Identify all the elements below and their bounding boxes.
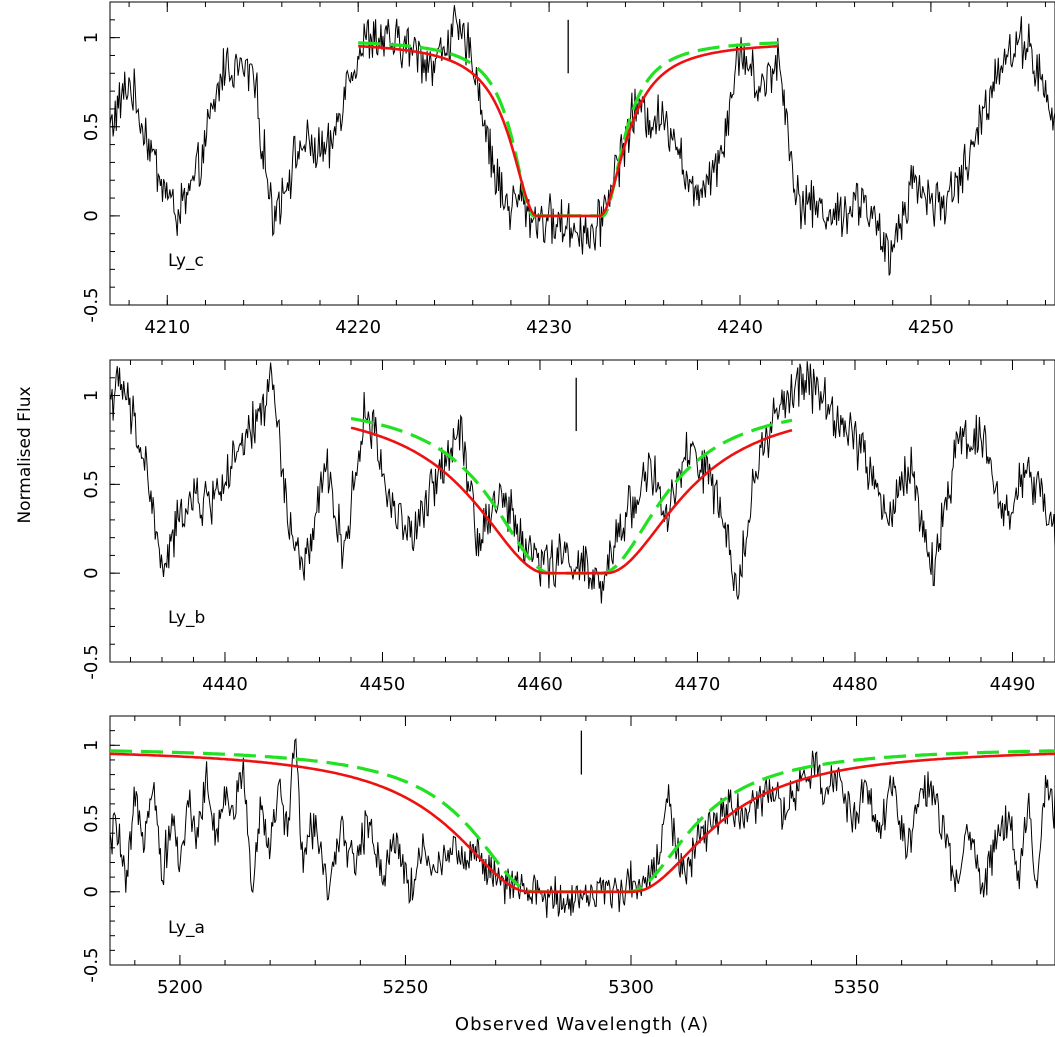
- x-tick-label: 4240: [717, 317, 763, 338]
- x-tick-label: 4470: [675, 674, 721, 695]
- spectrum-line: [110, 361, 1055, 604]
- x-tick-label: 4220: [335, 317, 381, 338]
- panel-label: Ly_b: [168, 608, 205, 628]
- x-tick-label: 4250: [908, 317, 954, 338]
- y-tick-label: -0.5: [81, 287, 102, 322]
- fit-solid-red: [350, 426, 793, 575]
- y-tick-label: 1: [81, 32, 102, 43]
- y-tick-label: 0.5: [81, 804, 102, 833]
- y-tick-label: 1: [81, 390, 102, 401]
- x-tick-label: 4480: [832, 674, 878, 695]
- fit-dashed-green: [350, 416, 793, 575]
- fit-dashed-green: [110, 749, 1055, 894]
- x-tick-label: 5300: [608, 977, 654, 998]
- y-tick-label: -0.5: [81, 644, 102, 679]
- panel-frame: [109, 359, 1055, 663]
- fit-solid-red: [110, 752, 1055, 894]
- panel-frame: [109, 1, 1055, 306]
- x-tick-label: 4440: [202, 674, 248, 695]
- x-tick-label: 4460: [517, 674, 563, 695]
- x-axis-label: Observed Wavelength (A): [455, 1014, 709, 1035]
- x-tick-label: 5200: [157, 977, 203, 998]
- x-tick-label: 4230: [526, 317, 572, 338]
- x-tick-label: 5250: [383, 977, 429, 998]
- y-tick-label: 0.5: [81, 470, 102, 499]
- y-tick-label: 0: [81, 886, 102, 897]
- x-tick-label: 4210: [144, 317, 190, 338]
- y-tick-label: 0: [81, 567, 102, 578]
- panel-label: Ly_c: [168, 251, 204, 271]
- panel-ly-c: 4210 4220 4230 4240 4250 -0.5 0 0.5 1 Ly_c: [81, 1, 1055, 338]
- panel-frame: [109, 715, 1055, 966]
- y-tick-label: 0.5: [81, 112, 102, 141]
- spectrum-line: [110, 737, 1055, 918]
- y-tick-label: 0: [81, 210, 102, 221]
- x-tick-label: 4490: [990, 674, 1036, 695]
- x-tick-label: 4450: [360, 674, 406, 695]
- fit-solid-red: [358, 44, 779, 218]
- y-tick-label: 1: [81, 740, 102, 751]
- x-tick-label: 5350: [834, 977, 880, 998]
- y-axis-label: Normalised Flux: [15, 386, 35, 523]
- panel-ly-b: 4440 4450 4460 4470 4480 4490 -0.5 0 0.5 1 Ly_b: [81, 359, 1055, 695]
- panel-ly-a: 5200 5250 5300 5350 -0.5 0 0.5 1 Ly_a: [81, 715, 1055, 998]
- spectrum-line: [110, 5, 1055, 276]
- y-tick-label: -0.5: [81, 947, 102, 982]
- panel-label: Ly_a: [168, 918, 205, 938]
